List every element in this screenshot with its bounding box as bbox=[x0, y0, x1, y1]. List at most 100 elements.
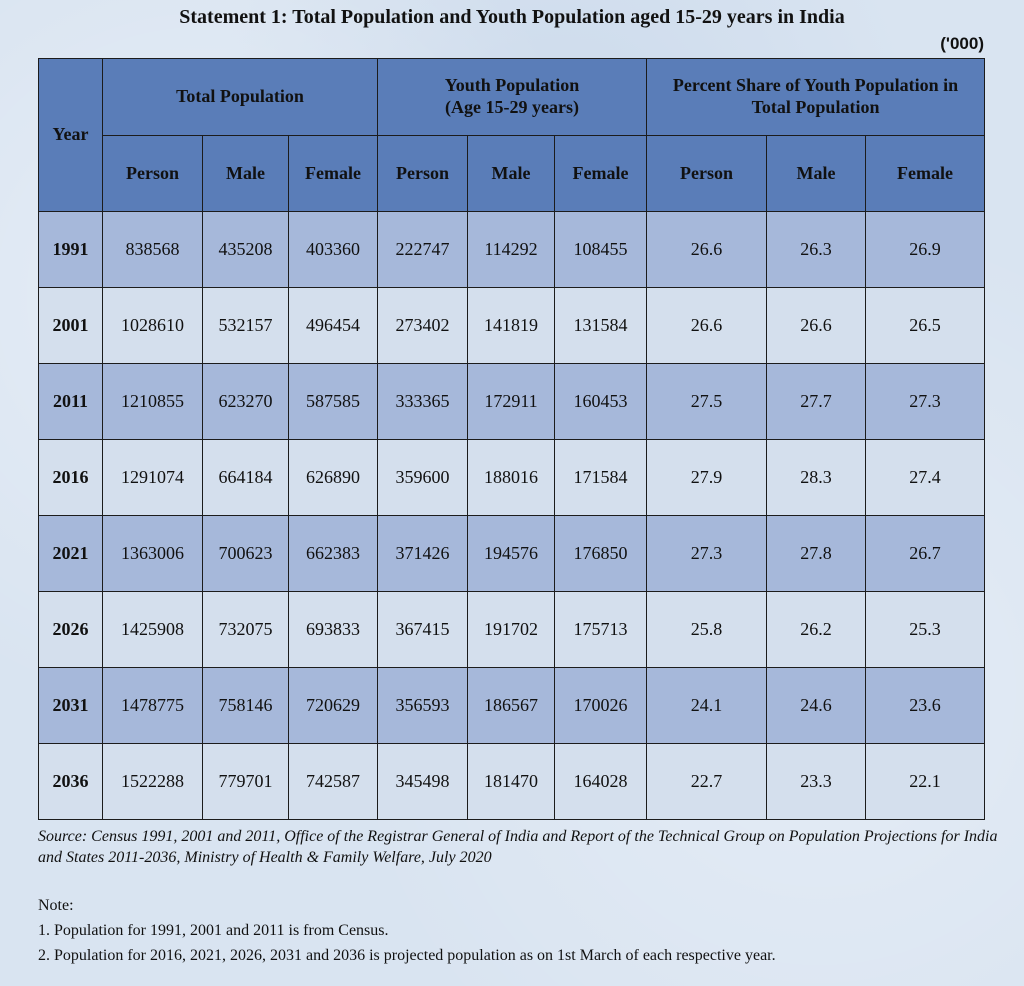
value-cell: 838568 bbox=[102, 211, 203, 288]
value-cell: 114292 bbox=[467, 211, 556, 288]
value-cell: 371426 bbox=[377, 515, 469, 592]
value-cell: 333365 bbox=[377, 363, 469, 440]
value-cell: 23.3 bbox=[766, 743, 867, 820]
value-cell: 1522288 bbox=[102, 743, 203, 820]
subheader-row: Person Male Female Person Male Female Person Ma… bbox=[39, 135, 986, 212]
subheader-youth-person: Person bbox=[377, 135, 469, 212]
value-cell: 496454 bbox=[287, 287, 379, 364]
header-youth-population: Youth Population (Age 15-29 years) bbox=[377, 58, 648, 136]
value-cell: 26.2 bbox=[766, 591, 867, 668]
value-cell: 171584 bbox=[554, 439, 648, 516]
value-cell: 27.4 bbox=[865, 439, 986, 516]
header-percent-share: Percent Share of Youth Population in Tot… bbox=[646, 58, 986, 136]
subheader-total-female: Female bbox=[287, 135, 379, 212]
value-cell: 664184 bbox=[202, 439, 289, 516]
value-cell: 194576 bbox=[467, 515, 556, 592]
subheader-share-male: Male bbox=[766, 135, 867, 212]
value-cell: 345498 bbox=[377, 743, 469, 820]
year-cell: 2026 bbox=[38, 591, 103, 668]
statement-title: Statement 1: Total Population and Youth … bbox=[179, 6, 845, 28]
header-youth-population-label: Youth Population (Age 15-29 years) bbox=[444, 75, 580, 117]
value-cell: 26.6 bbox=[766, 287, 867, 364]
year-cell: 2001 bbox=[38, 287, 103, 364]
value-cell: 27.5 bbox=[646, 363, 768, 440]
value-cell: 23.6 bbox=[865, 667, 986, 744]
value-cell: 27.9 bbox=[646, 439, 768, 516]
year-cell: 2011 bbox=[38, 363, 103, 440]
value-cell: 732075 bbox=[202, 591, 289, 668]
value-cell: 1291074 bbox=[102, 439, 203, 516]
value-cell: 191702 bbox=[467, 591, 556, 668]
header-year: Year bbox=[38, 58, 103, 212]
table-row: 2011 1210855 623270 587585 333365 172911 16045… bbox=[38, 363, 986, 440]
table-row: 2021 1363006 700623 662383 371426 194576 17685… bbox=[38, 515, 986, 592]
value-cell: 403360 bbox=[287, 211, 379, 288]
value-cell: 700623 bbox=[202, 515, 289, 592]
subheader-total-person: Person bbox=[102, 135, 203, 212]
value-cell: 26.5 bbox=[865, 287, 986, 364]
value-cell: 435208 bbox=[202, 211, 289, 288]
value-cell: 181470 bbox=[467, 743, 556, 820]
value-cell: 626890 bbox=[287, 439, 379, 516]
value-cell: 24.6 bbox=[766, 667, 867, 744]
value-cell: 186567 bbox=[467, 667, 556, 744]
value-cell: 720629 bbox=[287, 667, 379, 744]
value-cell: 25.3 bbox=[865, 591, 986, 668]
header-percent-share-label: Percent Share of Youth Population in Tot… bbox=[672, 75, 959, 117]
value-cell: 131584 bbox=[554, 287, 648, 364]
value-cell: 693833 bbox=[287, 591, 379, 668]
value-cell: 175713 bbox=[554, 591, 648, 668]
value-cell: 1425908 bbox=[102, 591, 203, 668]
year-cell: 1991 bbox=[38, 211, 103, 288]
note-item: 1. Population for 1991, 2001 and 2011 is… bbox=[38, 922, 389, 939]
value-cell: 26.7 bbox=[865, 515, 986, 592]
value-cell: 587585 bbox=[287, 363, 379, 440]
value-cell: 758146 bbox=[202, 667, 289, 744]
value-cell: 188016 bbox=[467, 439, 556, 516]
value-cell: 1363006 bbox=[102, 515, 203, 592]
value-cell: 28.3 bbox=[766, 439, 867, 516]
value-cell: 1028610 bbox=[102, 287, 203, 364]
value-cell: 26.3 bbox=[766, 211, 867, 288]
year-cell: 2016 bbox=[38, 439, 103, 516]
value-cell: 27.7 bbox=[766, 363, 867, 440]
value-cell: 779701 bbox=[202, 743, 289, 820]
value-cell: 742587 bbox=[287, 743, 379, 820]
subheader-total-male: Male bbox=[202, 135, 289, 212]
value-cell: 662383 bbox=[287, 515, 379, 592]
value-cell: 356593 bbox=[377, 667, 469, 744]
subheader-share-female: Female bbox=[865, 135, 986, 212]
table-row: 2001 1028610 532157 496454 273402 141819 13158… bbox=[38, 287, 986, 364]
value-cell: 222747 bbox=[377, 211, 469, 288]
value-cell: 24.1 bbox=[646, 667, 768, 744]
value-cell: 27.3 bbox=[865, 363, 986, 440]
table-body: 1991 838568 435208 403360 222747 114292 108455… bbox=[38, 211, 986, 820]
population-table: Year Total Population Youth Population (… bbox=[38, 58, 986, 820]
value-cell: 273402 bbox=[377, 287, 469, 364]
subheader-share-person: Person bbox=[646, 135, 768, 212]
year-cell: 2036 bbox=[38, 743, 103, 820]
header-total-population: Total Population bbox=[101, 58, 379, 136]
subheader-youth-male: Male bbox=[467, 135, 556, 212]
value-cell: 108455 bbox=[554, 211, 648, 288]
value-cell: 26.6 bbox=[646, 287, 768, 364]
table-row: 2036 1522288 779701 742587 345498 181470 16402… bbox=[38, 743, 986, 820]
value-cell: 170026 bbox=[554, 667, 648, 744]
value-cell: 160453 bbox=[554, 363, 648, 440]
value-cell: 26.9 bbox=[865, 211, 986, 288]
table-row: 2016 1291074 664184 626890 359600 188016 17158… bbox=[38, 439, 986, 516]
notes-heading: Note: bbox=[38, 897, 74, 914]
year-cell: 2031 bbox=[38, 667, 103, 744]
subheader-youth-female: Female bbox=[554, 135, 648, 212]
year-cell: 2021 bbox=[38, 515, 103, 592]
value-cell: 367415 bbox=[377, 591, 469, 668]
value-cell: 27.8 bbox=[766, 515, 867, 592]
value-cell: 532157 bbox=[202, 287, 289, 364]
table-row: 1991 838568 435208 403360 222747 114292 108455… bbox=[38, 211, 986, 288]
value-cell: 26.6 bbox=[646, 211, 768, 288]
value-cell: 1478775 bbox=[102, 667, 203, 744]
value-cell: 176850 bbox=[554, 515, 648, 592]
note-item: 2. Population for 2016, 2021, 2026, 2031… bbox=[38, 947, 776, 964]
unit-label: ('000) bbox=[940, 34, 984, 53]
value-cell: 22.7 bbox=[646, 743, 768, 820]
